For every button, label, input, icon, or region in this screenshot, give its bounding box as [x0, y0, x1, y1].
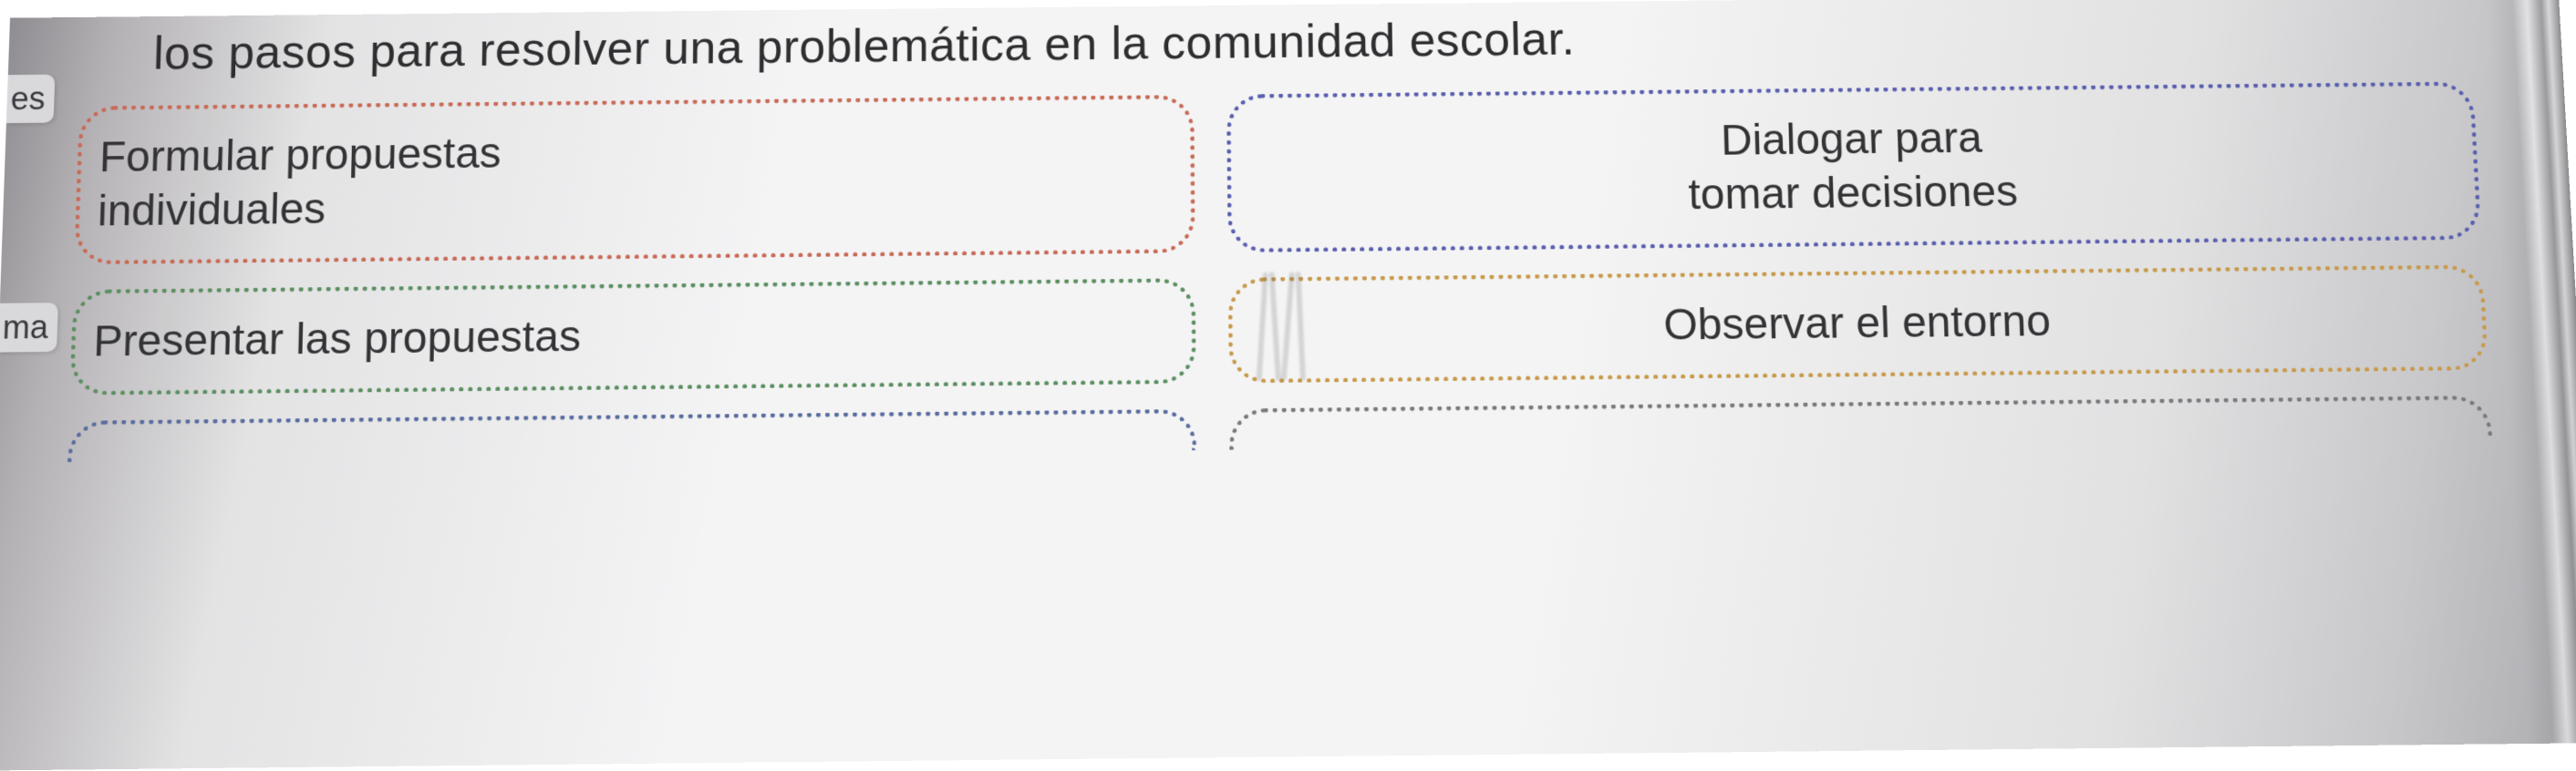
card-line: Observar el entorno [1265, 291, 2451, 357]
card-stub-left [67, 409, 1196, 457]
card-dialogar[interactable]: Dialogar para tomar decisiones [1226, 82, 2482, 253]
card-line: Presentar las propuestas [92, 303, 1159, 369]
edge-tab-top: es [6, 75, 56, 123]
card-line: tomar decisiones [1263, 160, 2444, 227]
card-line: individuales [97, 174, 1158, 239]
edge-tab-mid: ma [0, 303, 58, 352]
card-formular-propuestas[interactable]: Formular propuestas individuales [74, 95, 1195, 264]
card-observar[interactable]: Observar el entorno [1227, 265, 2488, 384]
card-stub-right [1229, 396, 2492, 446]
card-presentar[interactable]: Presentar las propuestas [69, 278, 1195, 396]
cards-grid: Formular propuestas individuales Dialoga… [0, 81, 2525, 396]
workbook-page: es ma los pasos para resolver una proble… [0, 0, 2576, 771]
pencil-smudge [1253, 272, 1327, 381]
